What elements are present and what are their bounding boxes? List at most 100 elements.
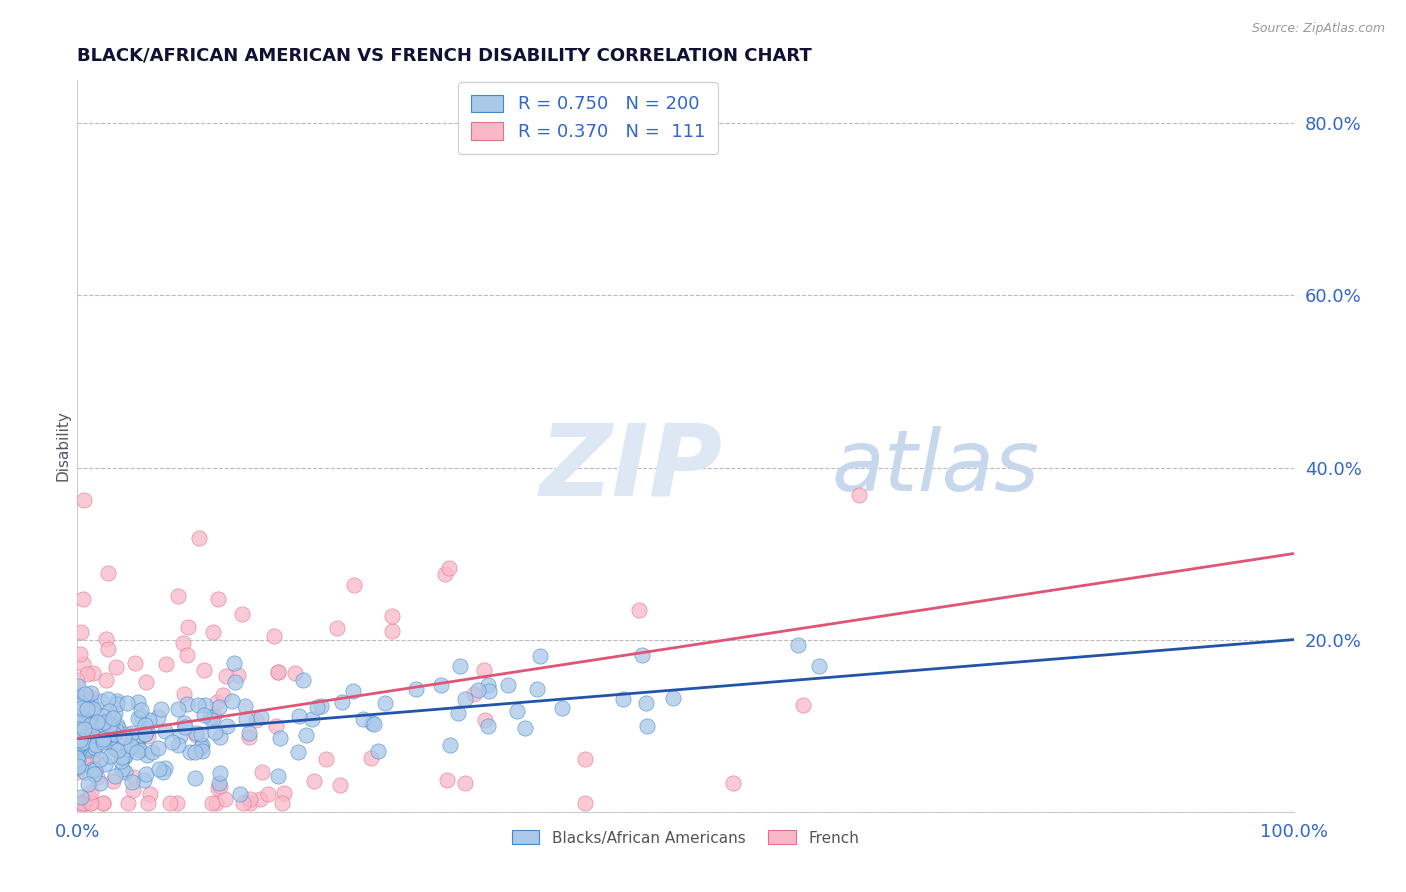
Point [505,705,527,719]
Point [82,728,104,742]
Point [67,699,90,714]
Point [103,742,125,756]
Point [205,695,228,709]
Point [117,742,139,756]
Point [848,488,870,502]
Point [361,715,384,730]
Point [328,778,350,792]
Point [429,678,451,692]
Point [160,735,183,749]
Point [183,771,205,785]
Point [235,712,257,726]
Point [149,702,172,716]
Point [66,728,89,742]
Point [82,665,104,680]
Point [152,765,174,780]
Text: BLACK/AFRICAN AMERICAN VS FRENCH DISABILITY CORRELATION CHART: BLACK/AFRICAN AMERICAN VS FRENCH DISABIL… [77,47,813,65]
Point [330,695,353,709]
Point [267,769,290,783]
Point [79,796,101,810]
Point [134,727,156,741]
Point [100,725,122,739]
Point [97,731,120,745]
Point [72,735,94,749]
Point [193,707,215,722]
Point [75,738,97,752]
Point [77,694,100,708]
Point [208,779,231,793]
Point [91,720,114,734]
Point [107,743,129,757]
Point [67,739,90,754]
Point [91,796,114,810]
Point [148,710,170,724]
Point [93,757,115,772]
Point [75,687,97,701]
Point [67,709,90,723]
Point [249,792,271,806]
Point [69,736,91,750]
Point [367,744,389,758]
Point [287,708,309,723]
Point [477,719,499,733]
Point [77,741,100,756]
Point [174,720,197,734]
Point [110,754,132,768]
Point [127,736,149,750]
Point [69,740,91,755]
Point [551,701,574,715]
Point [226,668,249,682]
Point [69,790,91,805]
Point [134,718,156,732]
Point [155,723,177,738]
Point [69,647,91,661]
Point [122,770,145,784]
Point [124,656,146,670]
Point [636,719,658,733]
Point [67,739,90,753]
Point [315,752,337,766]
Point [82,700,104,714]
Point [98,720,121,734]
Point [72,592,94,607]
Point [91,796,114,810]
Point [105,660,128,674]
Point [208,776,231,790]
Point [405,682,427,697]
Point [187,698,209,712]
Point [447,706,470,721]
Point [104,706,127,720]
Point [76,666,98,681]
Point [191,744,214,758]
Point [73,741,96,756]
Point [221,693,243,707]
Point [66,751,89,765]
Point [117,796,139,810]
Point [86,715,108,730]
Point [66,688,89,702]
Point [105,697,128,711]
Point [67,717,90,731]
Point [72,796,94,810]
Point [105,694,128,708]
Point [66,760,89,774]
Point [190,739,212,754]
Point [250,764,273,779]
Point [72,710,94,724]
Point [138,729,160,743]
Point [179,745,201,759]
Point [66,716,89,731]
Point [135,767,157,781]
Point [83,767,105,781]
Point [264,719,287,733]
Point [463,687,485,701]
Point [291,673,314,687]
Point [153,761,176,775]
Text: ZIP: ZIP [540,419,723,516]
Point [176,620,198,634]
Point [301,712,323,726]
Point [91,735,114,749]
Point [478,684,501,698]
Point [69,690,91,704]
Point [101,711,124,725]
